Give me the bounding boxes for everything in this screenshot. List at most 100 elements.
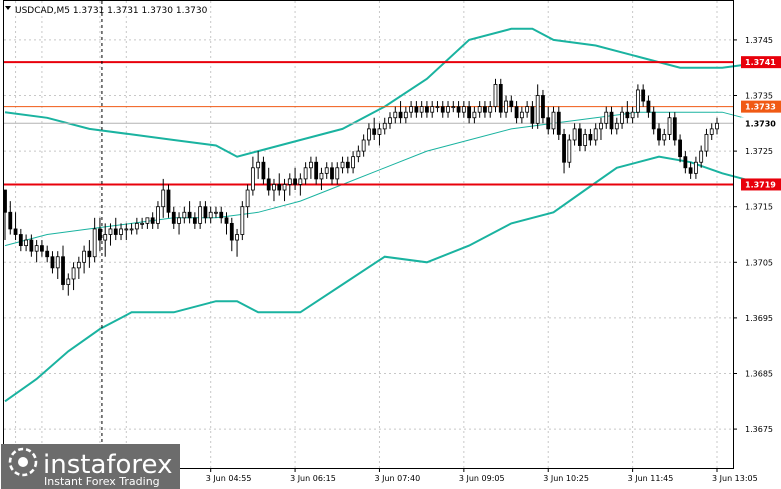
candle bbox=[451, 101, 456, 113]
candle bbox=[414, 101, 419, 118]
candle-body bbox=[345, 161, 350, 169]
candle bbox=[335, 162, 340, 185]
candle-body bbox=[599, 122, 603, 130]
candle-body bbox=[308, 161, 313, 169]
candle bbox=[272, 178, 276, 202]
candle-body bbox=[382, 122, 387, 130]
candle-body bbox=[483, 106, 487, 113]
candle bbox=[535, 84, 540, 129]
candle-body bbox=[182, 211, 187, 219]
candle bbox=[266, 167, 271, 196]
candle bbox=[662, 128, 667, 146]
candle-body bbox=[562, 134, 566, 163]
current-price-tag bbox=[741, 117, 781, 130]
candle-body bbox=[335, 167, 340, 180]
candle bbox=[224, 212, 229, 235]
candle-body bbox=[667, 117, 672, 135]
candle bbox=[166, 184, 171, 218]
candle bbox=[129, 223, 134, 235]
candle-body bbox=[683, 156, 688, 169]
candle bbox=[694, 156, 698, 179]
candles bbox=[3, 78, 719, 296]
candle bbox=[509, 95, 514, 113]
candle-body bbox=[546, 117, 551, 130]
chart-title-text: USDCAD,M5 1.3731 1.3731 1.3730 1.3730 bbox=[15, 6, 208, 16]
instaforex-logo: instaforex Instant Forex Trading bbox=[1, 444, 180, 489]
candle-body bbox=[256, 161, 261, 169]
candle bbox=[208, 206, 213, 224]
candle-body bbox=[245, 189, 250, 208]
candle-body bbox=[298, 178, 303, 185]
candle-body bbox=[29, 239, 34, 252]
candle bbox=[277, 173, 282, 196]
candle bbox=[435, 101, 440, 113]
candle bbox=[498, 78, 503, 118]
candle bbox=[351, 151, 355, 174]
candle bbox=[472, 106, 477, 124]
candle bbox=[356, 145, 361, 163]
candle-body bbox=[435, 106, 440, 109]
candle-body bbox=[514, 106, 519, 119]
candle-body bbox=[403, 111, 408, 119]
candle-body bbox=[219, 211, 224, 219]
candle bbox=[203, 201, 208, 224]
candle-body bbox=[272, 184, 276, 191]
candle-body bbox=[715, 122, 719, 130]
candle-body bbox=[214, 211, 218, 214]
candle-body bbox=[446, 106, 450, 113]
candle bbox=[71, 262, 76, 291]
candle-body bbox=[367, 128, 371, 141]
candle bbox=[678, 134, 682, 163]
candle bbox=[446, 101, 450, 118]
candle-body bbox=[630, 111, 635, 119]
candle-body bbox=[8, 211, 13, 230]
candle bbox=[330, 162, 334, 185]
candle-body bbox=[530, 106, 535, 124]
candle bbox=[372, 117, 377, 140]
candle bbox=[50, 251, 55, 274]
candle-body bbox=[224, 217, 229, 224]
candle bbox=[66, 273, 71, 296]
candle bbox=[377, 123, 382, 146]
candle bbox=[245, 184, 250, 218]
candle-body bbox=[324, 167, 329, 174]
candle bbox=[119, 223, 123, 241]
candle bbox=[113, 217, 118, 241]
candle-body bbox=[40, 245, 44, 252]
candle bbox=[493, 78, 498, 113]
candle-body bbox=[24, 239, 28, 247]
candle bbox=[229, 217, 234, 252]
candle bbox=[672, 112, 677, 146]
candle-body bbox=[166, 189, 171, 213]
candle-body bbox=[119, 228, 123, 235]
candle bbox=[715, 117, 719, 135]
candle bbox=[345, 156, 350, 174]
x-tick-label: 3 Jun 04:55 bbox=[206, 474, 252, 483]
candle bbox=[87, 240, 92, 268]
candle bbox=[235, 228, 239, 257]
candle-body bbox=[525, 106, 530, 113]
x-tick-label: 3 Jun 06:15 bbox=[290, 474, 336, 483]
candle-body bbox=[372, 128, 377, 135]
candle-body bbox=[388, 117, 392, 124]
candle bbox=[240, 201, 245, 241]
candle-body bbox=[124, 228, 129, 231]
candle bbox=[256, 151, 261, 179]
candle-body bbox=[351, 156, 355, 169]
candle-body bbox=[498, 83, 503, 113]
symbol-menu-triangle-icon[interactable] bbox=[5, 6, 11, 10]
candle-body bbox=[108, 228, 113, 235]
candle-body bbox=[198, 206, 203, 224]
candle bbox=[145, 217, 150, 229]
candle-body bbox=[519, 111, 524, 119]
candle bbox=[45, 245, 50, 263]
candle bbox=[393, 106, 398, 124]
candle bbox=[55, 251, 60, 279]
candle-body bbox=[625, 111, 630, 119]
candle bbox=[92, 217, 97, 263]
candle bbox=[150, 212, 155, 229]
candle bbox=[8, 201, 13, 235]
candle-body bbox=[451, 106, 456, 109]
x-tick-label: 3 Jun 09:05 bbox=[459, 474, 505, 483]
candle-body bbox=[688, 167, 693, 174]
